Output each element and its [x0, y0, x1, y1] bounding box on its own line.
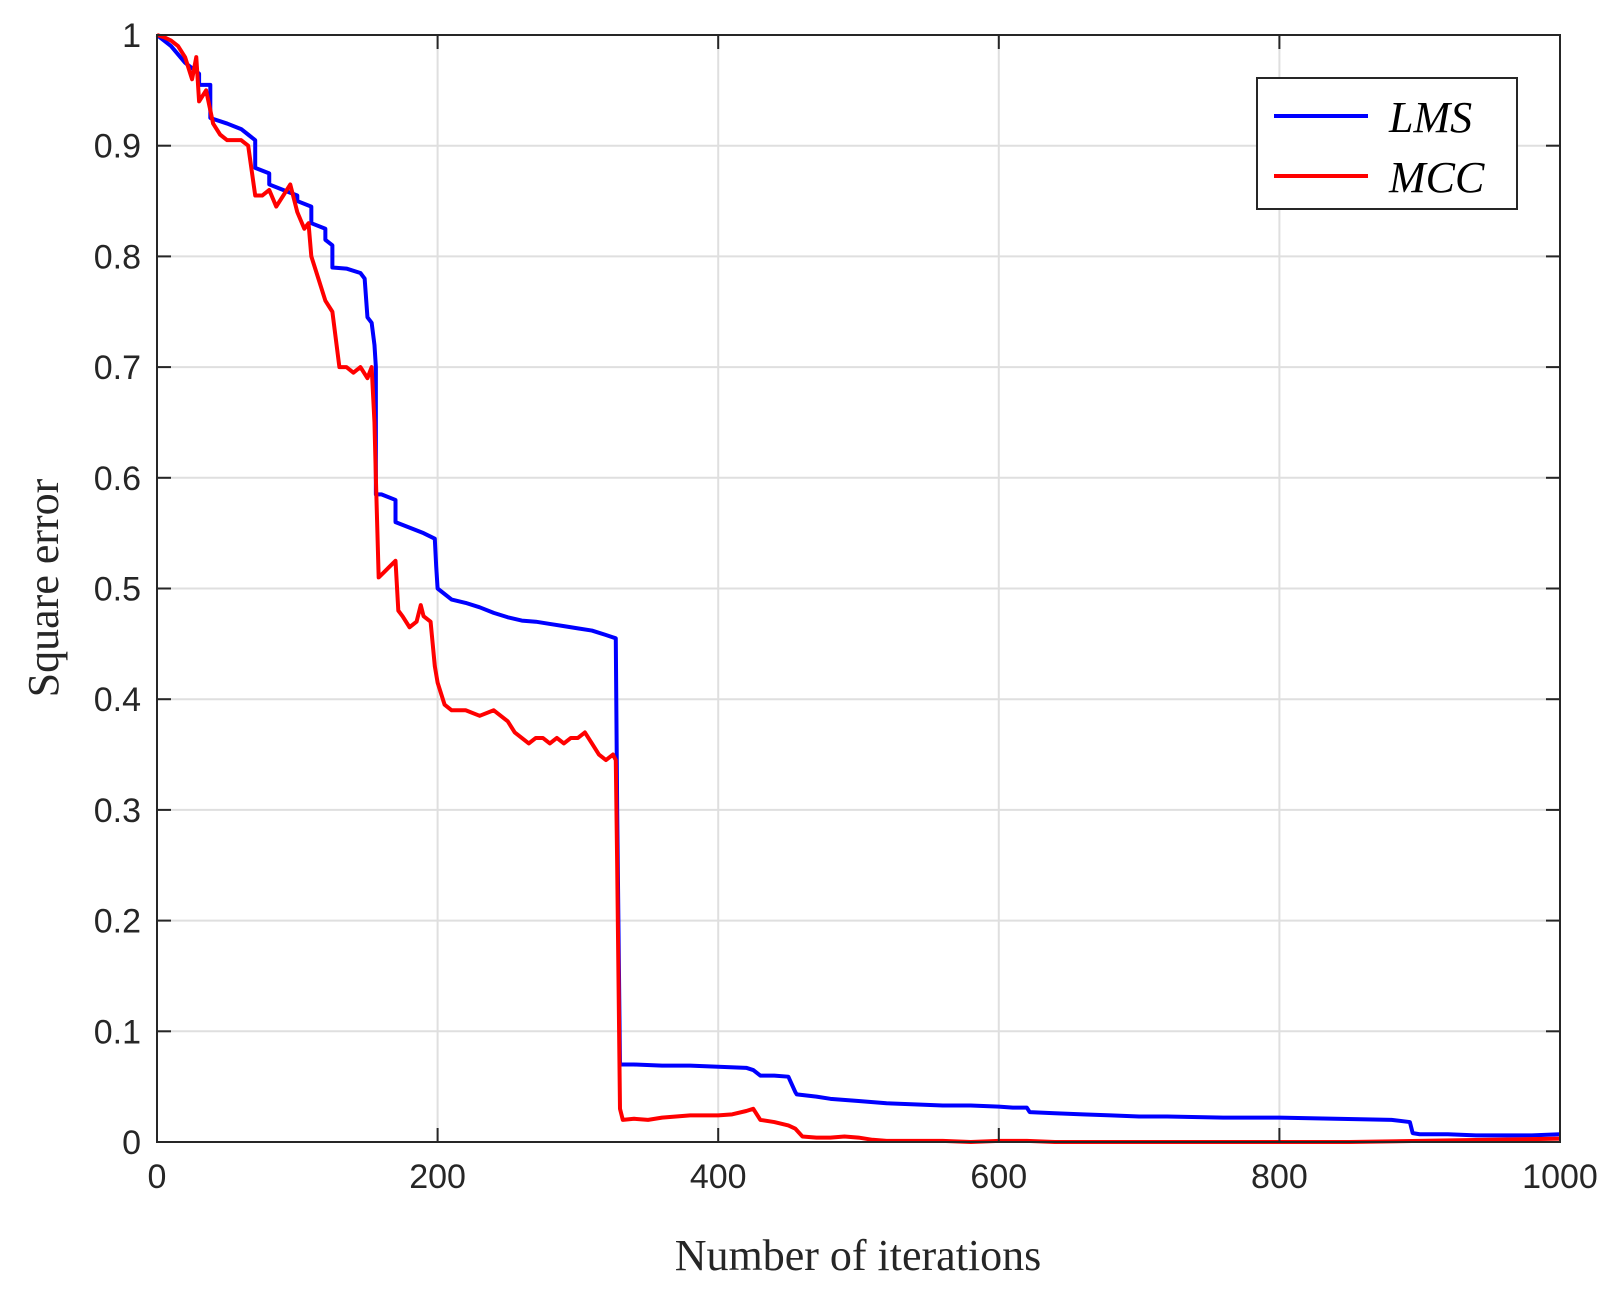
x-tick-label: 800 [1251, 1158, 1308, 1196]
x-tick-label: 1000 [1522, 1158, 1598, 1196]
tick-marks [156, 34, 1561, 1143]
y-tick-label: 0.6 [94, 460, 141, 498]
legend-label-mcc: MCC [1388, 153, 1485, 202]
x-tick-label: 200 [409, 1158, 466, 1196]
legend-box [1256, 77, 1518, 210]
x-axis-title: Number of iterations [675, 1231, 1042, 1280]
y-axis-title: Square error [19, 478, 68, 697]
x-tick-label: 0 [148, 1158, 167, 1196]
y-tick-label: 0.1 [94, 1013, 141, 1051]
y-tick-label: 0.9 [94, 128, 141, 166]
series-lines [155, 33, 1561, 1144]
series-line-lms [155, 33, 1561, 1138]
y-tick-label: 0.4 [94, 681, 141, 719]
x-tick-label: 600 [970, 1158, 1027, 1196]
grid-lines [157, 35, 1560, 1142]
legend-label-lms: LMS [1388, 93, 1472, 142]
x-tick-label: 400 [690, 1158, 747, 1196]
y-tick-label: 0.8 [94, 238, 141, 276]
y-tick-label: 0.5 [94, 571, 141, 609]
x-tick-labels: 0 200 400 600 800 1000 [148, 1158, 1598, 1196]
y-tick-label: 0.3 [94, 792, 141, 830]
y-tick-label: 0.2 [94, 903, 141, 941]
legend: LMS MCC [1256, 77, 1518, 210]
y-tick-label: 1 [122, 17, 141, 55]
y-tick-label: 0.7 [94, 349, 141, 387]
series-line-mcc [156, 33, 1561, 1144]
y-tick-labels: 0 0.1 0.2 0.3 0.4 0.5 0.6 0.7 0.8 0.9 1 [94, 17, 141, 1162]
y-tick-label: 0 [122, 1124, 141, 1162]
